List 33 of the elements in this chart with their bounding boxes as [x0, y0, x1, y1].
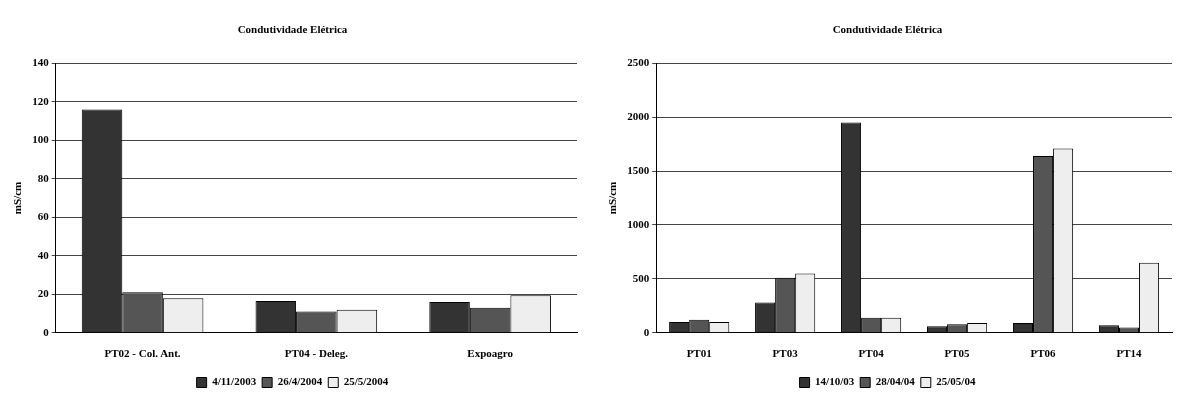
y-tick-label: 1000 — [627, 217, 650, 230]
y-tick-label: 100 — [32, 133, 50, 146]
y-tick-label: 1500 — [627, 163, 650, 176]
legend-label: 26/4/2004 — [277, 375, 323, 388]
y-tick-label: 2000 — [627, 109, 650, 122]
y-tick-label: 2500 — [627, 56, 650, 69]
y-tick-label: 40 — [37, 248, 50, 261]
chart-title: Condutividade Elétrica — [832, 23, 943, 36]
y-tick-label: 140 — [32, 56, 50, 69]
y-tick-label: 120 — [32, 94, 50, 107]
y-axis-title: mS/cm — [606, 181, 619, 215]
y-tick-label: 0 — [643, 325, 650, 338]
legend-label: 25/05/04 — [936, 375, 976, 388]
legend-label: 28/04/04 — [875, 375, 916, 388]
x-tick-label: PT14 — [1116, 347, 1143, 360]
x-tick-label: PT01 — [686, 347, 712, 360]
y-tick-label: 0 — [43, 325, 50, 338]
x-tick-label: PT04 - Deleg. — [284, 347, 349, 360]
legend-label: 4/11/2003 — [212, 375, 257, 388]
y-tick-label: 20 — [37, 287, 50, 300]
y-tick-label: 500 — [632, 271, 650, 284]
legend-label: 14/10/03 — [815, 375, 855, 388]
x-tick-label: PT02 - Col. Ant. — [104, 347, 181, 360]
x-tick-label: Expoagro — [467, 347, 514, 360]
legend-label: 25/5/2004 — [343, 375, 389, 388]
x-tick-label: PT03 — [772, 347, 799, 360]
chart-title: Condutividade Elétrica — [237, 23, 348, 36]
y-tick-label: 60 — [37, 210, 50, 223]
x-tick-label: PT06 — [1030, 347, 1057, 360]
x-tick-label: PT05 — [944, 347, 971, 360]
x-tick-label: PT04 — [858, 347, 885, 360]
y-axis-title: mS/cm — [11, 181, 24, 215]
y-tick-label: 80 — [37, 171, 50, 184]
